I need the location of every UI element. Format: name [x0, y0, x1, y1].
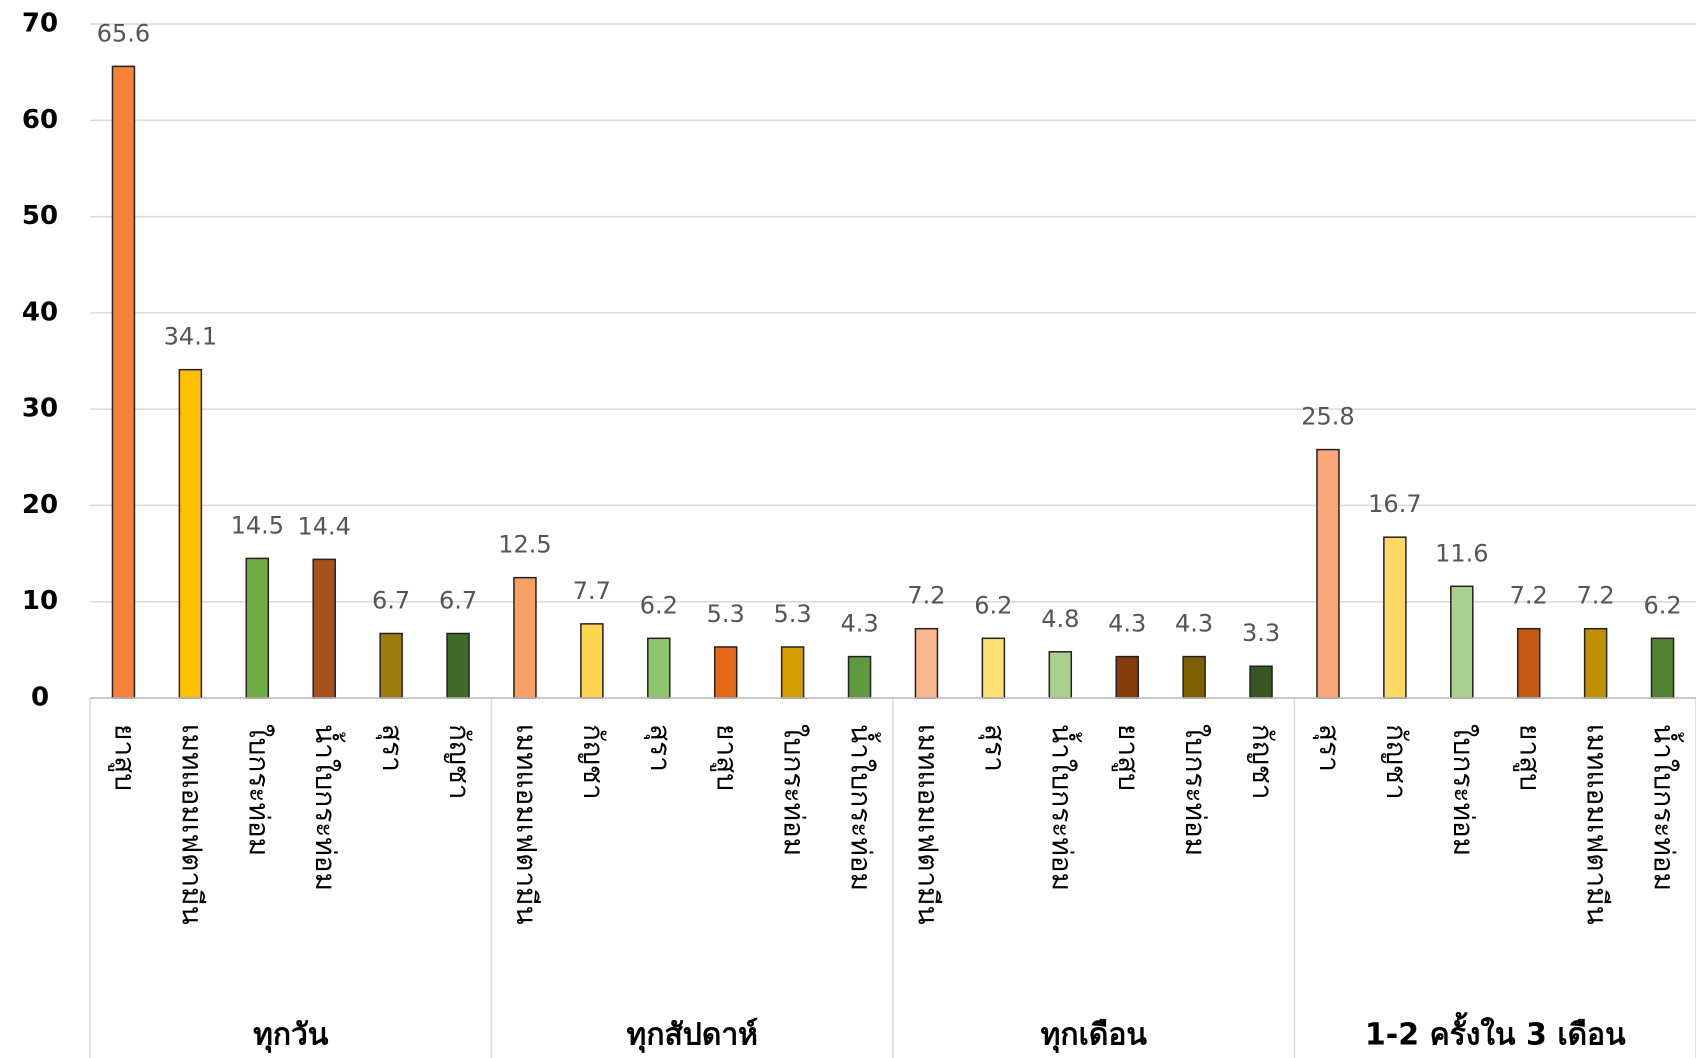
bar	[1048, 651, 1073, 699]
y-tick-label: 60	[22, 105, 58, 135]
category-label: สุรา	[643, 724, 677, 772]
bar	[312, 558, 336, 699]
bar	[647, 637, 671, 699]
value-label: 65.6	[97, 19, 150, 47]
category-label: เมทแอมเฟตามีน	[911, 724, 944, 925]
y-tick-label: 40	[22, 297, 58, 327]
value-label: 34.1	[164, 323, 217, 351]
bar	[1316, 448, 1340, 699]
bar	[1583, 627, 1608, 699]
bar	[245, 557, 270, 699]
category-label: เมทแอมเฟตามีน	[175, 724, 208, 925]
category-label: กัญชา	[577, 724, 610, 800]
bar	[513, 576, 537, 699]
bar	[1450, 585, 1474, 699]
value-label: 4.3	[1175, 610, 1213, 638]
category-label: ใบกระท่อม	[1179, 724, 1212, 856]
bar	[446, 632, 470, 699]
category-label: ยาสูบ	[107, 724, 141, 791]
category-label: สุรา	[1312, 724, 1346, 772]
value-label: 4.3	[840, 610, 878, 638]
bar	[1650, 637, 1675, 699]
y-tick-label: 20	[22, 490, 58, 520]
value-label: 6.2	[640, 591, 678, 619]
value-label: 14.5	[231, 511, 284, 539]
bar	[1249, 665, 1273, 699]
value-label: 25.8	[1301, 403, 1354, 431]
category-label: น้ำใบกระท่อม	[1648, 724, 1685, 891]
category-label: ยาสูบ	[1111, 724, 1145, 791]
category-label: ใบกระท่อม	[242, 724, 275, 856]
bar	[981, 637, 1006, 699]
value-label: 7.2	[1577, 582, 1615, 610]
category-label: กัญชา	[443, 724, 476, 800]
value-label: 11.6	[1435, 539, 1488, 567]
group-label: ทุกวัน	[253, 1018, 329, 1054]
bar	[847, 655, 872, 699]
value-label: 7.7	[573, 577, 611, 605]
group-label: ทุกสัปดาห์	[627, 1018, 758, 1054]
bar	[111, 65, 136, 699]
category-label: ใบกระท่อม	[1447, 724, 1480, 856]
category-label: สุรา	[375, 724, 409, 772]
value-label: 7.2	[907, 582, 945, 610]
bar	[1516, 627, 1541, 699]
y-tick-label: 50	[22, 201, 58, 231]
value-label: 6.2	[974, 591, 1012, 619]
bar	[713, 646, 738, 699]
category-label: น้ำใบกระท่อม	[1045, 724, 1082, 891]
bar	[1182, 655, 1206, 699]
value-label: 7.2	[1510, 582, 1548, 610]
bar	[1115, 655, 1139, 699]
group-label: 1-2 ครั้งใน 3 เดือน	[1365, 1012, 1626, 1053]
value-label: 12.5	[498, 531, 551, 559]
value-label: 6.2	[1643, 591, 1681, 619]
bar	[379, 632, 403, 699]
category-label: กัญชา	[1380, 724, 1413, 800]
value-label: 5.3	[774, 600, 812, 628]
y-tick-label: 0	[31, 683, 49, 713]
bar	[914, 627, 939, 699]
value-label: 14.4	[297, 512, 350, 540]
category-label: เมทแอมเฟตามีน	[510, 724, 543, 925]
category-label: เมทแอมเฟตามีน	[1581, 724, 1614, 925]
category-label: ใบกระท่อม	[778, 724, 811, 856]
category-label: น้ำใบกระท่อม	[845, 724, 882, 891]
category-label: สุรา	[977, 724, 1011, 772]
value-label: 4.3	[1108, 610, 1146, 638]
bar	[780, 646, 805, 699]
bar	[580, 623, 604, 699]
bar	[1383, 536, 1407, 699]
y-tick-label: 70	[22, 9, 58, 39]
value-label: 16.7	[1368, 490, 1421, 518]
value-label: 5.3	[707, 600, 745, 628]
group-label: ทุกเดือน	[1041, 1018, 1148, 1054]
category-label: ยาสูบ	[1513, 724, 1547, 791]
value-label: 3.3	[1242, 619, 1280, 647]
category-label: น้ำใบกระท่อม	[309, 724, 346, 891]
category-label: กัญชา	[1246, 724, 1279, 800]
y-tick-label: 30	[22, 394, 58, 424]
y-tick-label: 10	[22, 586, 58, 616]
bar	[178, 368, 203, 699]
value-label: 6.7	[372, 586, 410, 614]
category-label: ยาสูบ	[710, 724, 744, 791]
value-label: 4.8	[1041, 605, 1079, 633]
value-label: 6.7	[439, 586, 477, 614]
